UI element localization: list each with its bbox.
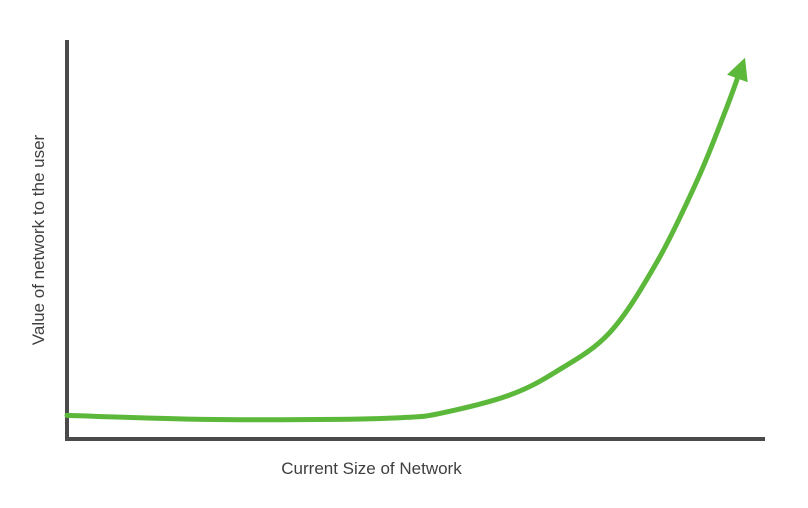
series-arrowhead-0 [727,57,748,83]
plot-area [64,57,748,423]
y-axis-label: Value of network to the user [29,134,48,345]
axes [65,40,765,441]
x-axis-label: Current Size of Network [281,459,462,478]
series-line-0 [64,72,742,423]
